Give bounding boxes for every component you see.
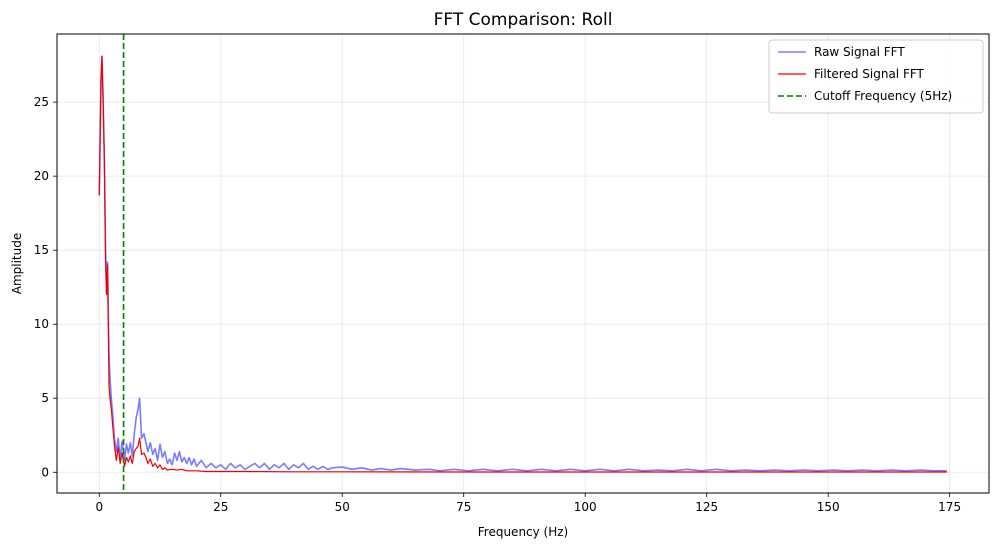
y-tick-label: 0 xyxy=(41,465,49,479)
legend-label-cutoff: Cutoff Frequency (5Hz) xyxy=(814,89,952,103)
x-tick-label: 175 xyxy=(938,500,961,514)
y-axis-label: Amplitude xyxy=(10,233,24,295)
x-tick-label: 150 xyxy=(817,500,840,514)
series-line-raw-signal-fft xyxy=(98,55,947,472)
series-lines xyxy=(98,55,947,473)
y-tick-label: 25 xyxy=(34,95,49,109)
plot-frame xyxy=(56,33,990,494)
chart-title: FFT Comparison: Roll xyxy=(434,10,613,30)
x-axis-label: Frequency (Hz) xyxy=(478,525,569,539)
y-axis-ticks: 0 5 10 15 20 25 xyxy=(34,95,57,479)
x-tick-label: 50 xyxy=(335,500,350,514)
series-line-filtered-signal-fft xyxy=(98,55,947,473)
y-tick-label: 5 xyxy=(41,391,49,405)
legend-box xyxy=(768,39,984,114)
y-tick-label: 10 xyxy=(34,317,49,331)
x-tick-label: 25 xyxy=(213,500,228,514)
y-tick-label: 15 xyxy=(34,243,49,257)
legend-label-raw: Raw Signal FFT xyxy=(814,45,905,59)
x-tick-label: 75 xyxy=(456,500,471,514)
x-axis-ticks: 0 25 50 75 100 125 150 175 xyxy=(95,493,961,514)
x-tick-label: 0 xyxy=(95,500,103,514)
y-tick-label: 20 xyxy=(34,169,49,183)
legend-label-filtered: Filtered Signal FFT xyxy=(814,67,925,81)
x-tick-label: 125 xyxy=(695,500,718,514)
x-tick-label: 100 xyxy=(574,500,597,514)
legend: Raw Signal FFT Filtered Signal FFT Cutof… xyxy=(768,39,984,114)
